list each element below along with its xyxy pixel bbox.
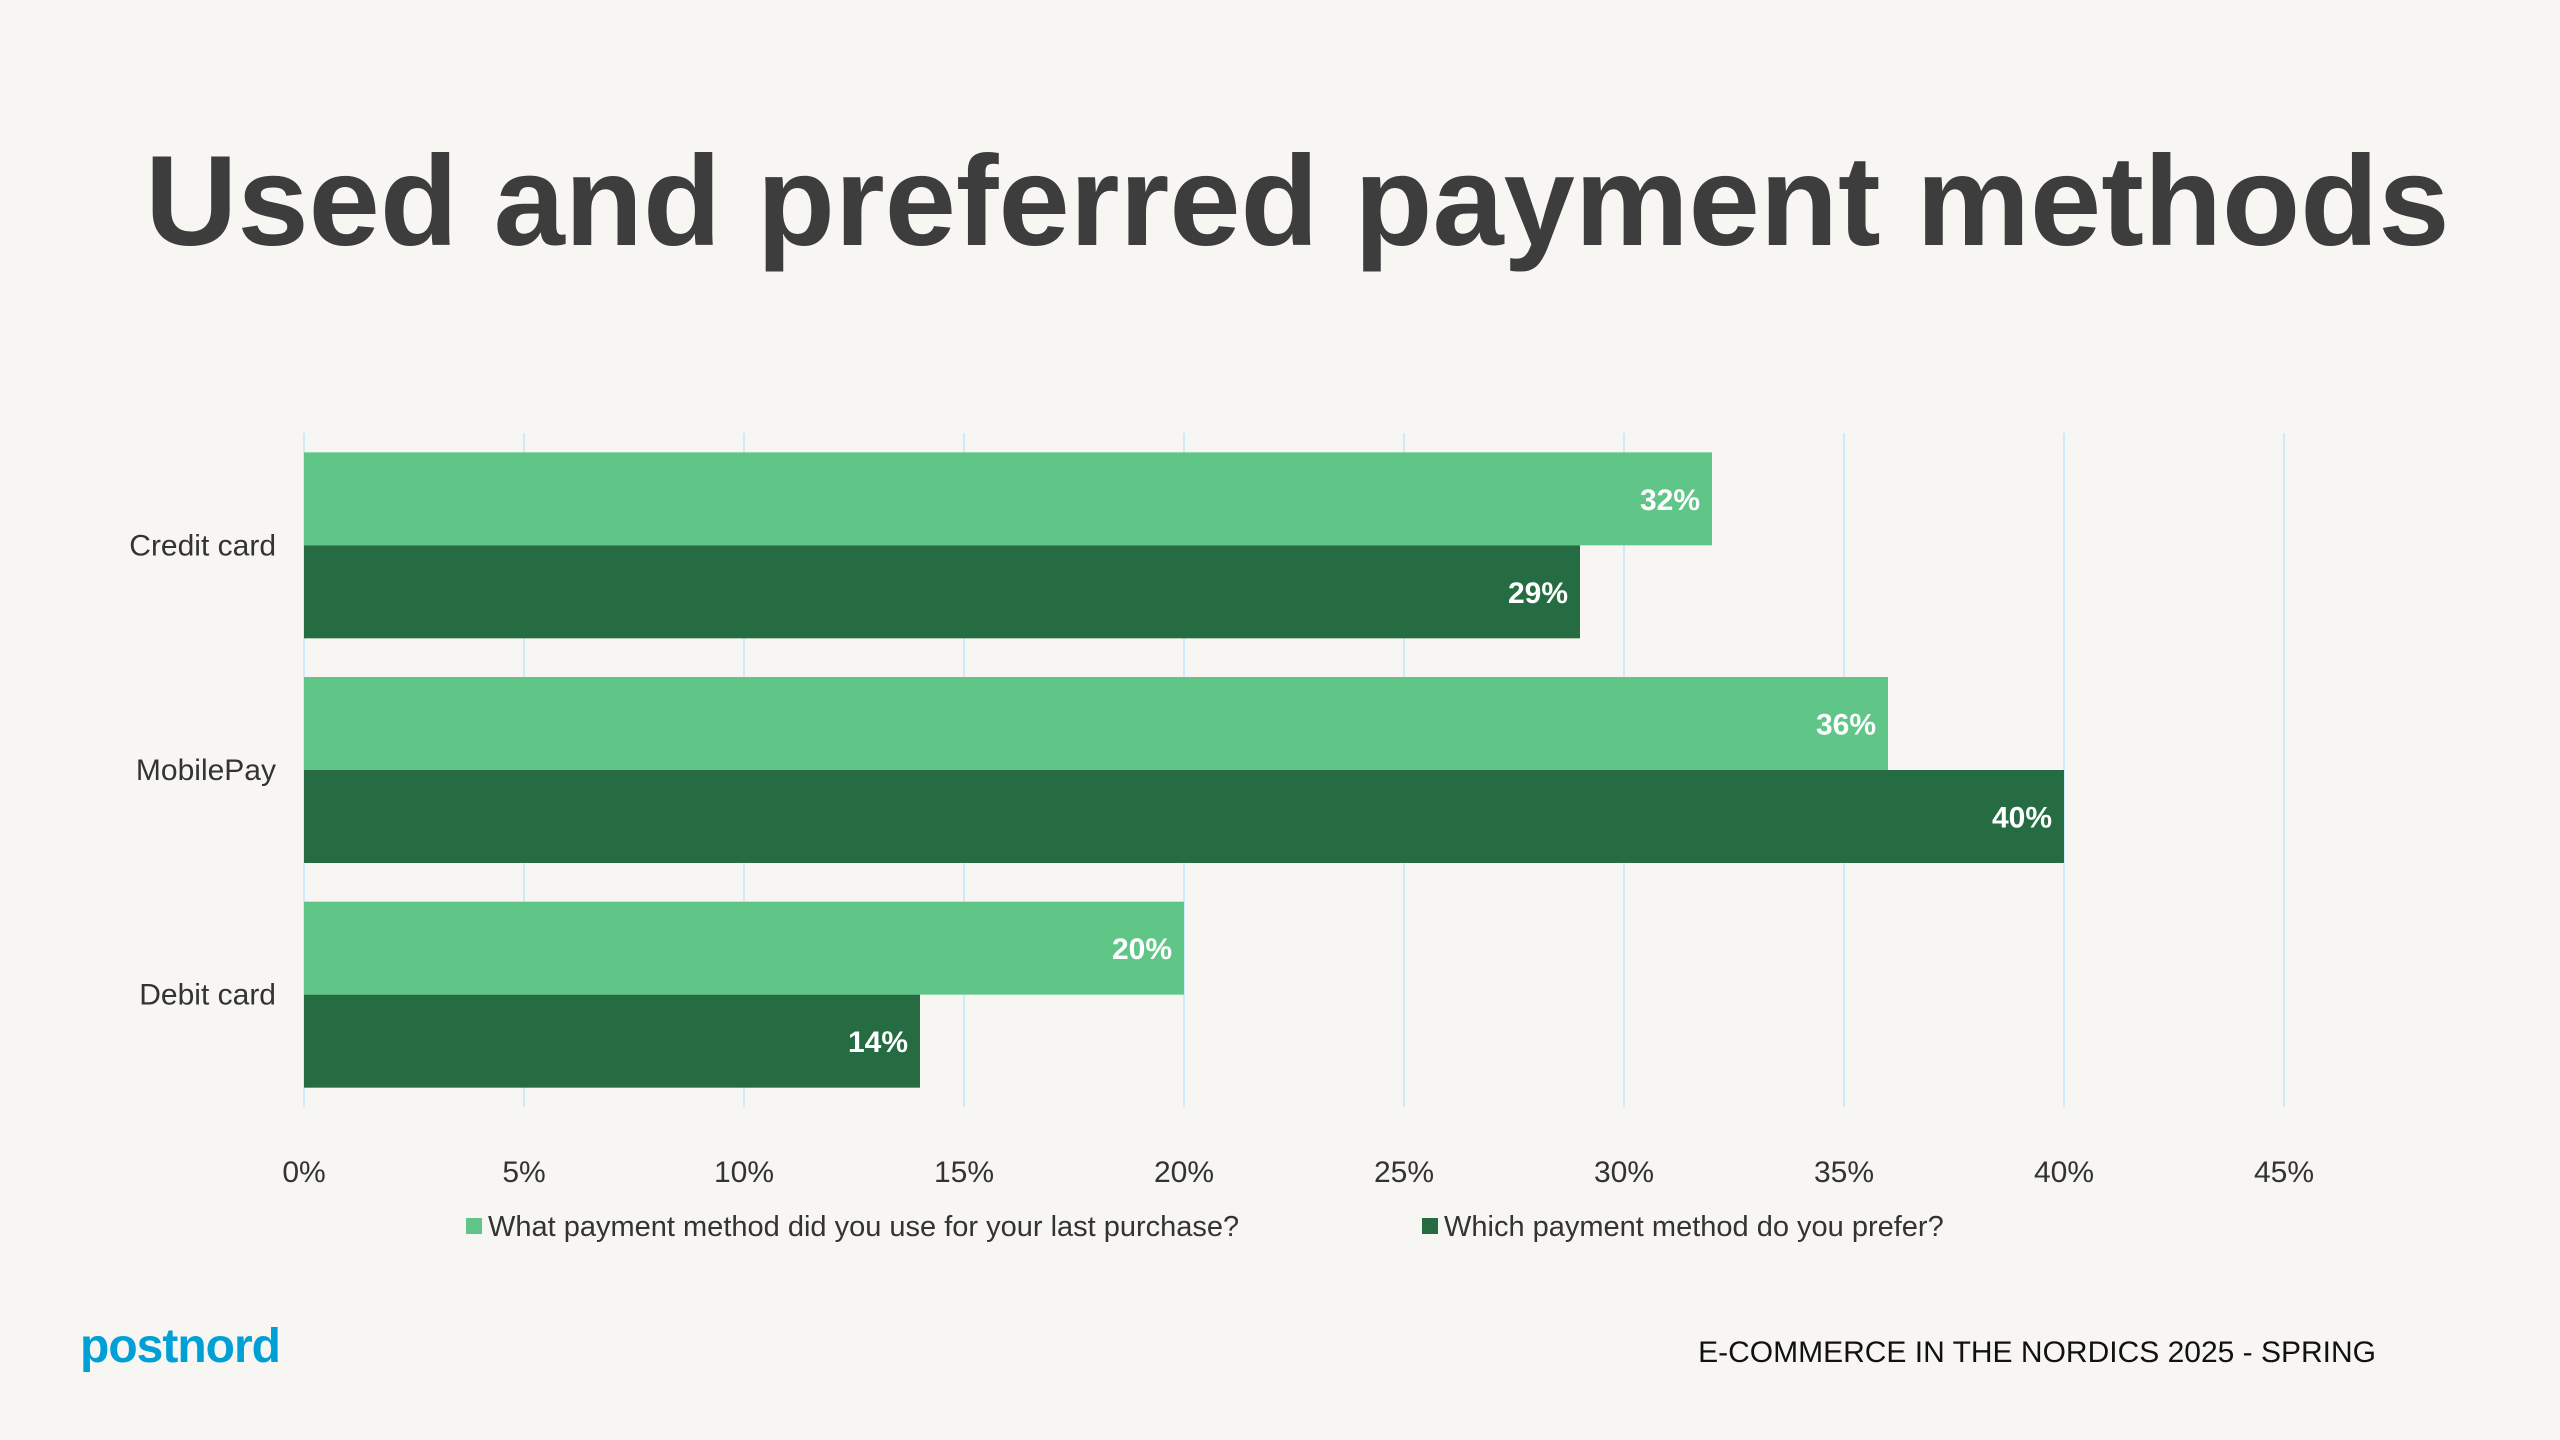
legend: What payment method did you use for your… [466, 1211, 1944, 1243]
x-tick-label: 10% [714, 1156, 774, 1189]
bar-value-label: 20% [1112, 933, 1172, 966]
bar-value-label: 36% [1816, 709, 1876, 742]
footer-text: E-COMMERCE IN THE NORDICS 2025 - SPRING [1698, 1336, 2376, 1369]
legend-label: What payment method did you use for your… [488, 1211, 1239, 1243]
x-tick-label: 15% [934, 1156, 994, 1189]
bar-value-label: 29% [1508, 577, 1568, 610]
postnord-logo: postnord [80, 1320, 280, 1373]
legend-label: Which payment method do you prefer? [1444, 1211, 1944, 1243]
bar-value-label: 32% [1640, 484, 1700, 517]
bar [304, 452, 1712, 546]
x-tick-label: 40% [2034, 1156, 2094, 1189]
x-tick-label: 25% [1374, 1156, 1434, 1189]
bar-value-label: 14% [848, 1026, 908, 1059]
page-title: Used and preferred payment methods [145, 130, 2450, 273]
bar [304, 677, 1888, 770]
x-tick-label: 30% [1594, 1156, 1654, 1189]
x-tick-label: 0% [282, 1156, 325, 1189]
legend-swatch [466, 1218, 482, 1234]
bars: 32% 29% 36% 40% 20% 14% [304, 452, 2064, 1088]
legend-swatch [1422, 1218, 1438, 1234]
x-tick-labels: 0% 5% 10% 15% 20% 25% 30% 35% 40% 45% [282, 1156, 2314, 1189]
bar [304, 901, 1184, 995]
bar [304, 545, 1580, 639]
x-tick-label: 35% [1814, 1156, 1874, 1189]
category-label: Debit card [139, 979, 276, 1012]
category-label: Credit card [129, 529, 276, 562]
bar [304, 770, 2064, 863]
x-tick-label: 5% [502, 1156, 545, 1189]
bar [304, 994, 920, 1088]
x-tick-label: 20% [1154, 1156, 1214, 1189]
bar-value-label: 40% [1992, 802, 2052, 835]
category-labels: Credit card MobilePay Debit card [129, 529, 276, 1011]
category-label: MobilePay [136, 754, 276, 787]
x-tick-label: 45% [2254, 1156, 2314, 1189]
